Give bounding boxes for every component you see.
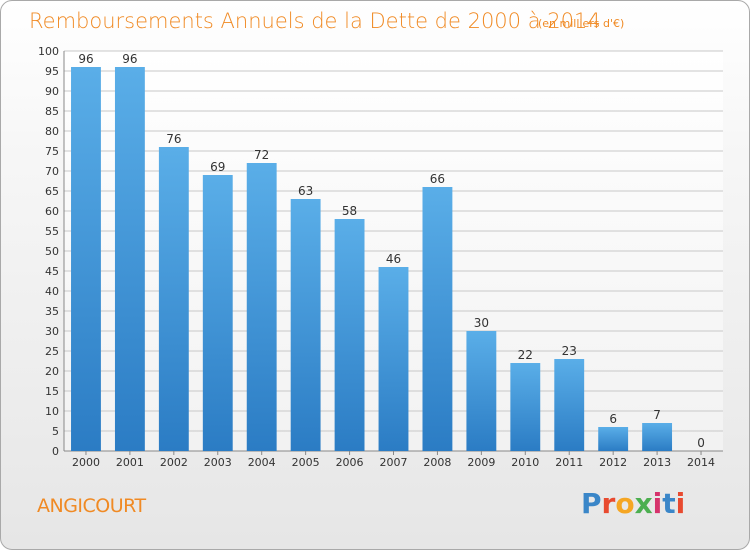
- data-label: 66: [430, 172, 445, 186]
- bar: [246, 163, 277, 451]
- y-tick-label: 55: [45, 225, 59, 238]
- data-label: 22: [518, 348, 533, 362]
- bar: [71, 67, 101, 451]
- y-tick-label: 10: [45, 405, 59, 418]
- y-tick-label: 80: [45, 125, 59, 138]
- x-tick-label: 2010: [511, 456, 539, 469]
- x-tick-label: 2003: [204, 456, 232, 469]
- x-tick-label: 2008: [423, 456, 451, 469]
- x-tick-label: 2000: [72, 456, 100, 469]
- bar: [642, 423, 673, 451]
- y-tick-label: 70: [45, 165, 59, 178]
- x-tick-label: 2012: [599, 456, 627, 469]
- y-tick-label: 35: [45, 305, 59, 318]
- chart-title: Remboursements Annuels de la Dette de 20…: [29, 9, 601, 33]
- data-label: 0: [697, 436, 705, 450]
- data-label: 96: [122, 52, 137, 66]
- chart-subtitle: (en milliers d'€): [538, 17, 625, 30]
- y-tick-label: 100: [38, 45, 59, 58]
- proxiti-logo: Proxiti: [581, 487, 686, 520]
- bar: [378, 267, 409, 451]
- x-tick-label: 2013: [643, 456, 671, 469]
- bar: [290, 199, 321, 451]
- data-label: 23: [562, 344, 577, 358]
- bar: [202, 175, 233, 451]
- y-tick-label: 60: [45, 205, 59, 218]
- bar: [158, 147, 189, 451]
- data-label: 96: [78, 52, 93, 66]
- bar: [554, 359, 585, 451]
- data-label: 6: [609, 412, 617, 426]
- y-tick-label: 40: [45, 285, 59, 298]
- y-tick-label: 85: [45, 105, 59, 118]
- x-tick-label: 2004: [248, 456, 276, 469]
- x-tick-label: 2009: [467, 456, 495, 469]
- data-label: 30: [474, 316, 489, 330]
- data-label: 72: [254, 148, 269, 162]
- data-label: 46: [386, 252, 401, 266]
- data-label: 69: [210, 160, 225, 174]
- commune-name: ANGICOURT: [37, 495, 146, 517]
- bar: [334, 219, 365, 451]
- bar: [598, 427, 629, 451]
- x-tick-label: 2011: [555, 456, 583, 469]
- data-label: 63: [298, 184, 313, 198]
- bar: [114, 67, 145, 451]
- data-label: 76: [166, 132, 181, 146]
- y-tick-label: 50: [45, 245, 59, 258]
- x-tick-label: 2002: [160, 456, 188, 469]
- y-tick-label: 95: [45, 65, 59, 78]
- y-tick-label: 20: [45, 365, 59, 378]
- y-tick-label: 30: [45, 325, 59, 338]
- x-tick-label: 2007: [380, 456, 408, 469]
- y-tick-label: 90: [45, 85, 59, 98]
- bar: [466, 331, 497, 451]
- plot-area: 0510152025303540455055606570758085909510…: [38, 45, 723, 469]
- y-tick-label: 0: [52, 445, 59, 458]
- x-tick-label: 2014: [687, 456, 715, 469]
- y-tick-label: 75: [45, 145, 59, 158]
- x-tick-label: 2001: [116, 456, 144, 469]
- x-tick-label: 2006: [336, 456, 364, 469]
- y-tick-label: 15: [45, 385, 59, 398]
- y-tick-label: 5: [52, 425, 59, 438]
- y-tick-label: 65: [45, 185, 59, 198]
- y-tick-label: 25: [45, 345, 59, 358]
- bar: [510, 363, 541, 451]
- data-label: 58: [342, 204, 357, 218]
- y-tick-label: 45: [45, 265, 59, 278]
- x-tick-label: 2005: [292, 456, 320, 469]
- data-label: 7: [653, 408, 661, 422]
- bar: [422, 187, 453, 451]
